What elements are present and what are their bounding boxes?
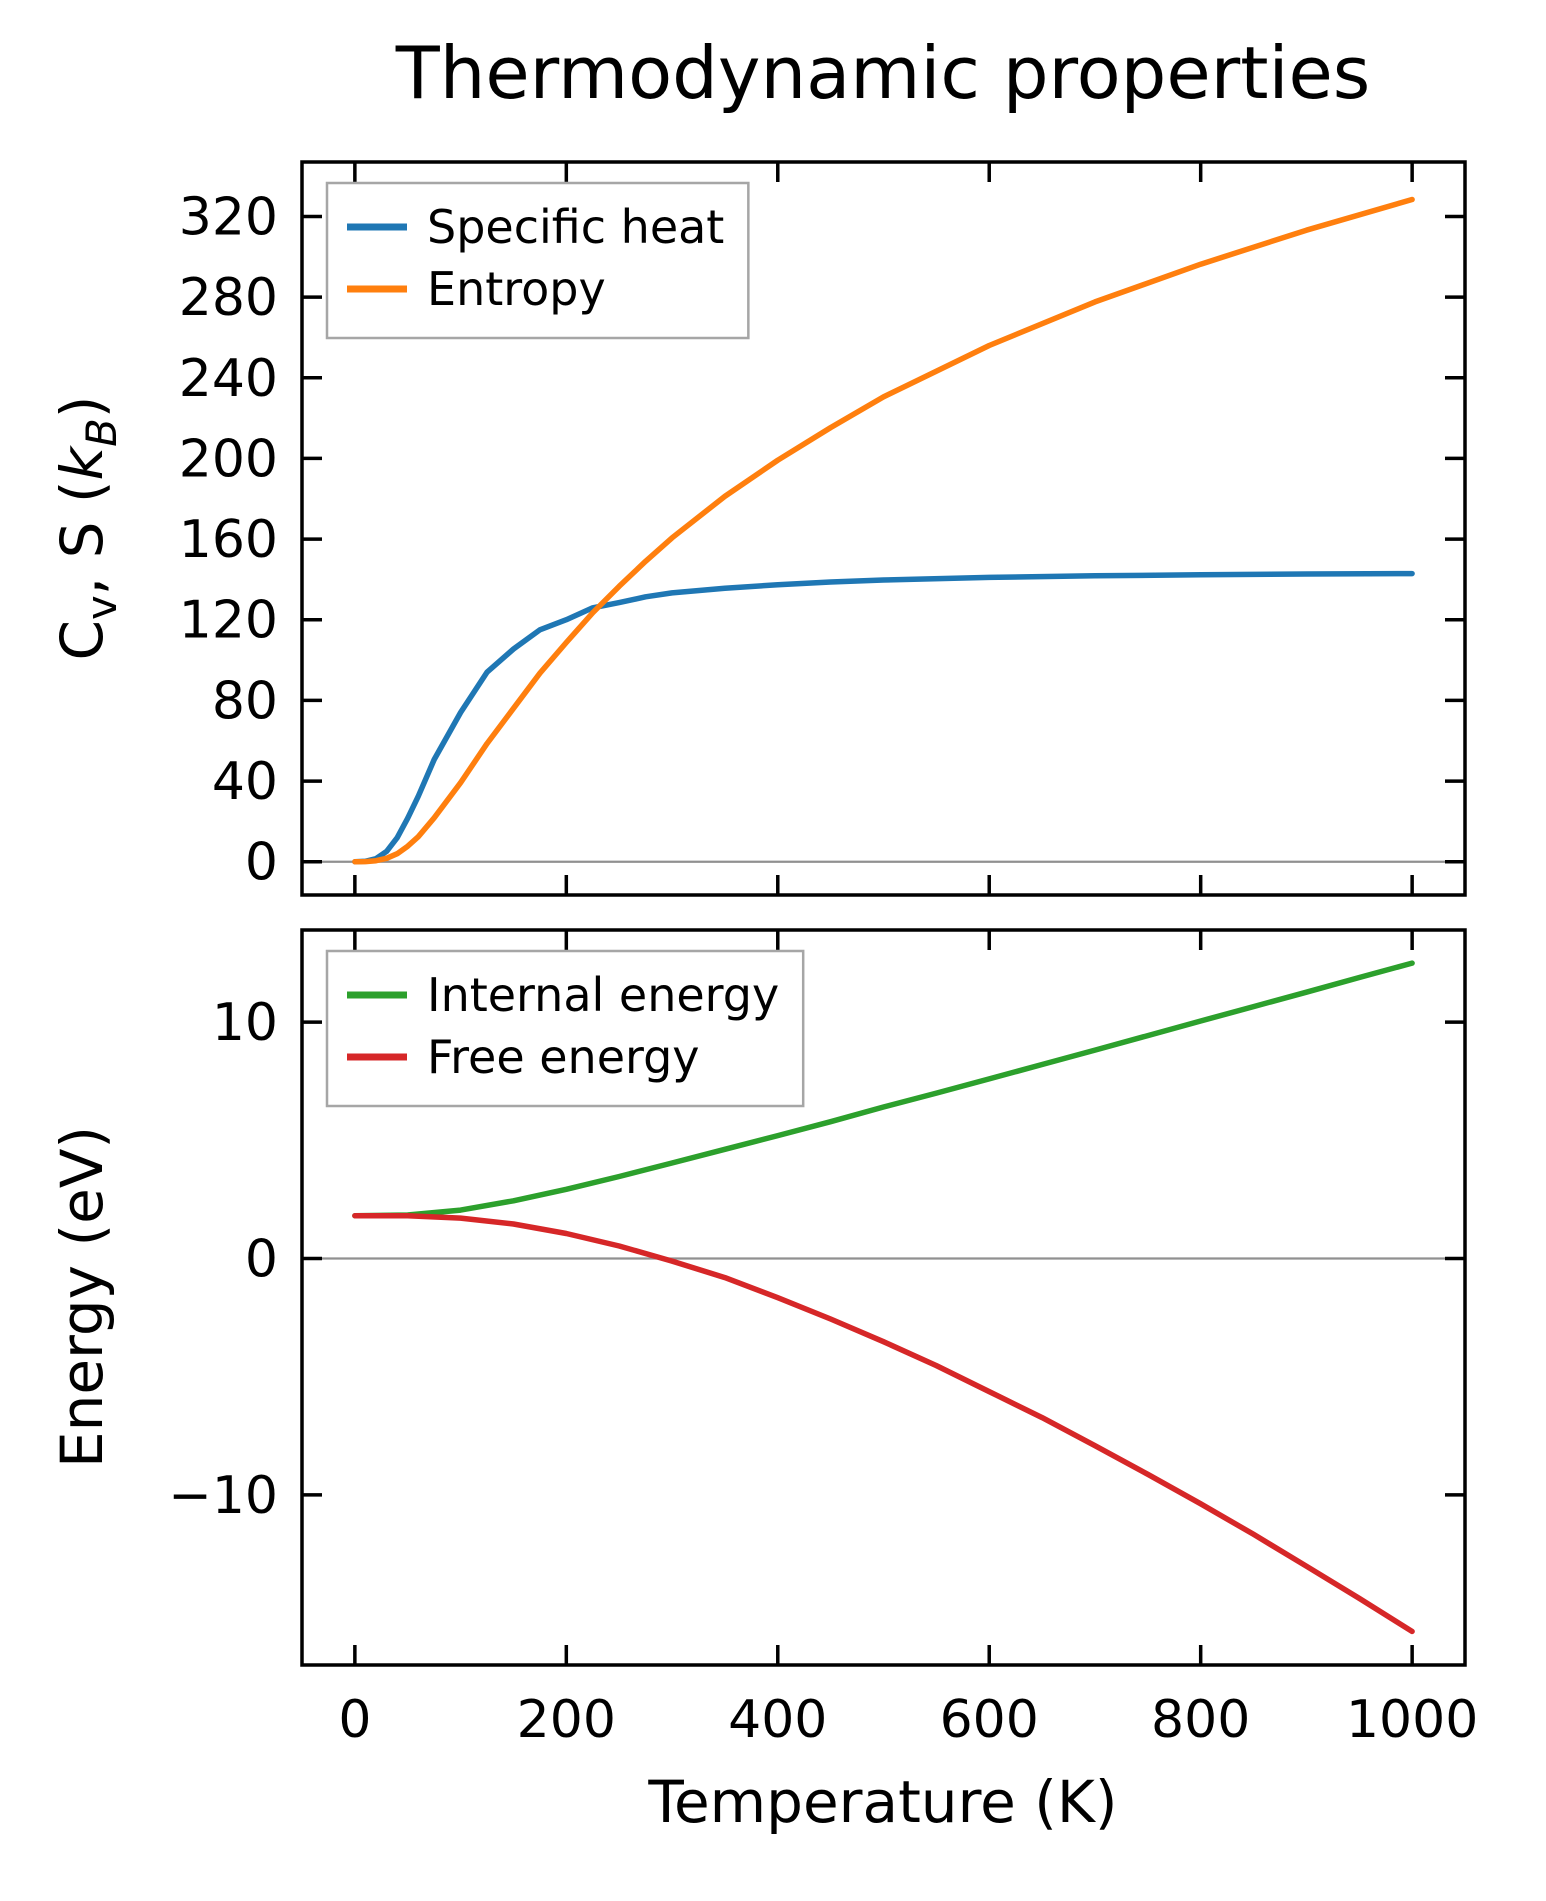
- y-tick-label: 160: [179, 510, 278, 570]
- tick-marks: [302, 930, 1465, 1665]
- x-tick-label: 200: [517, 1690, 616, 1750]
- x-tick-label: 1000: [1346, 1690, 1478, 1750]
- series-internal-energy: [352, 960, 1415, 1219]
- y-tick-label: 280: [179, 268, 278, 328]
- legend-label: Specific heat: [427, 200, 724, 254]
- legend-label: Entropy: [427, 262, 606, 316]
- svg-text:Energy (eV): Energy (eV): [48, 1126, 116, 1468]
- plot-top: 0 40 80 120 160 200 240 280 320 Specific heat Entr…: [179, 160, 1467, 897]
- axes-frame: [300, 928, 1467, 1667]
- axes-frame: [300, 160, 1467, 897]
- tick-marks: [302, 162, 1465, 895]
- y-tick-label: 80: [212, 671, 278, 731]
- y-tick-label: 10: [212, 993, 278, 1053]
- y-tick-label: 0: [245, 833, 278, 893]
- svg-text:Cv, S (kB): Cv, S (kB): [48, 396, 126, 661]
- y-tick-label: 240: [179, 349, 278, 409]
- legend: Internal energy Free energy: [325, 949, 805, 1108]
- series-specific-heat: [352, 570, 1415, 865]
- x-tick-label: 800: [1151, 1690, 1250, 1750]
- y-axis-label-bottom: Energy (eV): [48, 1126, 116, 1468]
- series-entropy: [352, 196, 1415, 865]
- legend-label: Free energy: [427, 1030, 700, 1084]
- legend: Specific heat Entropy: [325, 181, 750, 340]
- y-tick-label: 40: [212, 752, 278, 812]
- x-tick-label: 600: [940, 1690, 1039, 1750]
- y-tick-label: 200: [179, 429, 278, 489]
- legend-box: [325, 181, 750, 340]
- x-tick-label: 400: [728, 1690, 827, 1750]
- y-tick-label: −10: [168, 1466, 278, 1526]
- plot-bottom: 0 200 400 600 800 1000 −10 0 10 Internal energy Fr…: [168, 928, 1478, 1750]
- series-free-energy: [352, 1212, 1415, 1635]
- y-tick-label: 0: [245, 1230, 278, 1290]
- x-axis-label: Temperature (K): [647, 1768, 1117, 1836]
- legend-label: Internal energy: [427, 968, 779, 1022]
- y-tick-label: 320: [179, 187, 278, 247]
- y-axis-label-top: Cv, S (kB): [48, 396, 126, 661]
- legend-box: [325, 949, 805, 1108]
- figure-title: Thermodynamic properties: [395, 31, 1371, 115]
- x-tick-label: 0: [338, 1690, 371, 1750]
- y-tick-label: 120: [179, 591, 278, 651]
